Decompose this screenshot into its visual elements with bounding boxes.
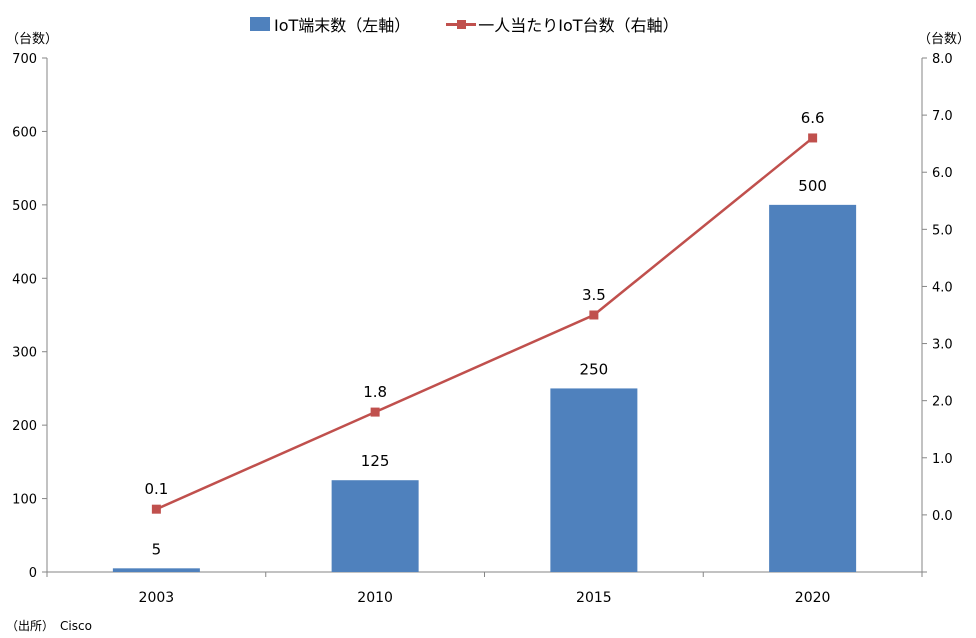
right-axis-tick-label: 6.0	[932, 166, 953, 181]
x-axis-category-label: 2015	[576, 590, 612, 606]
line-data-label: 0.1	[144, 480, 168, 498]
line-data-label: 1.8	[363, 383, 387, 401]
line-series	[155, 136, 814, 511]
source-prefix: （出所）	[6, 619, 55, 633]
bar-data-label: 125	[361, 452, 390, 470]
right-axis-tick-label: 2.0	[932, 395, 953, 410]
line-data-label: 6.6	[801, 109, 825, 127]
right-axis-tick-label: 8.0	[932, 52, 953, 67]
line-data-label: 3.5	[582, 286, 606, 304]
legend-item-line: 一人当たりIoT台数（右軸）	[446, 12, 679, 36]
left-axis-tick-label: 400	[12, 272, 37, 287]
bar-data-label: 500	[798, 177, 827, 195]
right-axis-tick-label: 1.0	[932, 452, 953, 467]
right-axis-unit: （台数）	[917, 32, 970, 47]
bar-data-label: 250	[580, 360, 609, 378]
right-axis-tick-label: 3.0	[932, 338, 953, 353]
right-axis-tick-label: 5.0	[932, 223, 953, 238]
right-axis-tick-label: 4.0	[932, 280, 953, 295]
line-point-2003	[151, 504, 161, 514]
right-axis-tick-label: 0.0	[932, 509, 953, 524]
bar-2015	[550, 388, 638, 572]
bar-2003	[112, 568, 200, 572]
legend-bar-swatch	[250, 17, 270, 31]
chart-legend: IoT端末数（左軸） 一人当たりIoT台数（右軸）	[250, 12, 715, 36]
bar-data-label: 5	[152, 540, 162, 558]
line-point-2015	[589, 310, 599, 320]
x-axis-category-label: 2003	[139, 590, 175, 606]
legend-line-swatch	[446, 17, 477, 31]
left-axis-tick-label: 100	[12, 493, 37, 508]
left-axis-tick-label: 600	[12, 125, 37, 140]
legend-item-bar: IoT端末数（左軸）	[250, 12, 410, 36]
source-note: （出所） Cisco	[6, 617, 92, 634]
x-axis-category-label: 2010	[357, 590, 393, 606]
line-point-2010	[370, 407, 380, 417]
left-axis-tick-label: 0	[29, 566, 37, 581]
left-axis-unit: （台数）	[6, 32, 59, 47]
x-axis-category-label: 2020	[795, 590, 831, 606]
legend-bar-label: IoT端末数（左軸）	[274, 16, 411, 35]
bar-2020	[769, 204, 857, 572]
left-axis-tick-label: 200	[12, 419, 37, 434]
line-point-2020	[808, 133, 818, 143]
right-axis-tick-label: 7.0	[932, 109, 953, 124]
bar-2010	[331, 480, 419, 572]
left-axis-tick-label: 700	[12, 52, 37, 67]
legend-line-label: 一人当たりIoT台数（右軸）	[478, 16, 679, 35]
left-axis-tick-label: 500	[12, 199, 37, 214]
left-axis-tick-label: 300	[12, 346, 37, 361]
source-org: Cisco	[60, 619, 92, 633]
